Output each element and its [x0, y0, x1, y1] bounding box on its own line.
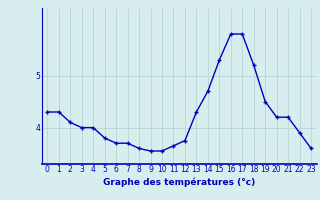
- X-axis label: Graphe des températures (°c): Graphe des températures (°c): [103, 177, 255, 187]
